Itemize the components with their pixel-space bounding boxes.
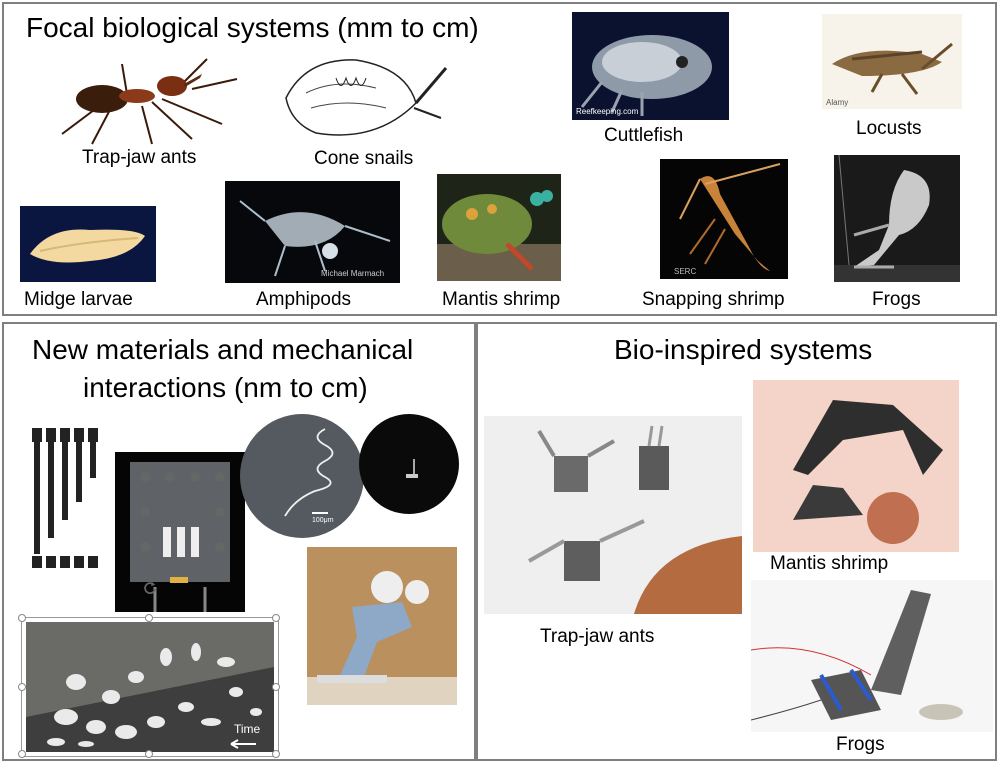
cuttlefish-credit: Reefkeeping.com — [576, 107, 639, 116]
linkage-mechanism-photo — [307, 547, 457, 705]
microscope-coil-image: 100μm — [240, 414, 364, 538]
selection-handle[interactable] — [272, 683, 280, 691]
microscope-fiber-image — [359, 414, 459, 514]
selection-handle[interactable] — [145, 614, 153, 622]
focal-biological-systems-panel: Focal biological systems (mm to cm) Trap… — [2, 2, 997, 316]
frogs-label: Frogs — [872, 289, 921, 310]
selection-handle[interactable] — [145, 750, 153, 758]
locust-photo: Alamy — [822, 14, 962, 109]
frogs-robot-label: Frogs — [836, 734, 885, 755]
new-materials-panel: New materials and mechanical interaction… — [2, 322, 476, 761]
bio-inspired-title: Bio-inspired systems — [614, 334, 873, 365]
amphipods-label: Amphipods — [256, 289, 352, 310]
locust-credit: Alamy — [826, 98, 849, 107]
mantis-shrimp-photo — [437, 174, 561, 281]
image-selection-frame[interactable] — [21, 617, 279, 757]
cone-snail-drawing — [276, 48, 456, 148]
trap-jaw-ants-label: Trap-jaw ants — [82, 147, 197, 168]
elastomer-strips-photo — [30, 426, 102, 572]
selection-handle[interactable] — [272, 750, 280, 758]
selection-handle[interactable] — [18, 683, 26, 691]
midge-larvae-label: Midge larvae — [24, 289, 133, 310]
trap-jaw-ant-photo — [32, 54, 252, 149]
disk-impact-timelapse: Time — [26, 622, 274, 752]
frog-robot-photo — [751, 580, 993, 732]
scale-bar-label: 100μm — [312, 517, 334, 524]
cone-snails-label: Cone snails — [314, 148, 414, 169]
amphipod-photo: Michael Marmach — [225, 181, 400, 283]
frog-photo — [834, 155, 960, 282]
snapping-shrimp-photo: SERC — [660, 159, 788, 279]
test-apparatus-photo — [115, 452, 245, 612]
mantis-shrimp-label: Mantis shrimp — [442, 289, 561, 310]
rotate-handle-icon[interactable] — [142, 580, 158, 596]
focal-systems-title: Focal biological systems (mm to cm) — [26, 12, 479, 43]
trap-jaw-robots-photo — [484, 416, 742, 614]
new-materials-title-line2: interactions (nm to cm) — [83, 372, 368, 403]
cuttlefish-label: Cuttlefish — [604, 125, 684, 146]
snapping-shrimp-label: Snapping shrimp — [642, 289, 785, 310]
time-label: Time — [234, 722, 261, 736]
midge-larva-photo — [20, 206, 156, 282]
locusts-label: Locusts — [856, 118, 922, 139]
selection-handle[interactable] — [18, 750, 26, 758]
selection-handle[interactable] — [272, 614, 280, 622]
cuttlefish-photo: Reefkeeping.com — [572, 12, 729, 120]
amphipod-credit: Michael Marmach — [321, 269, 385, 278]
mantis-shrimp-robot-label: Mantis shrimp — [770, 553, 889, 574]
mantis-shrimp-robot-photo — [753, 380, 959, 552]
snapping-shrimp-credit: SERC — [674, 267, 697, 276]
trap-jaw-ants-robot-label: Trap-jaw ants — [540, 626, 655, 647]
bio-inspired-systems-panel: Bio-inspired systems Trap-jaw ants Manti… — [476, 322, 997, 761]
selection-handle[interactable] — [18, 614, 26, 622]
new-materials-title-line1: New materials and mechanical — [32, 334, 414, 365]
